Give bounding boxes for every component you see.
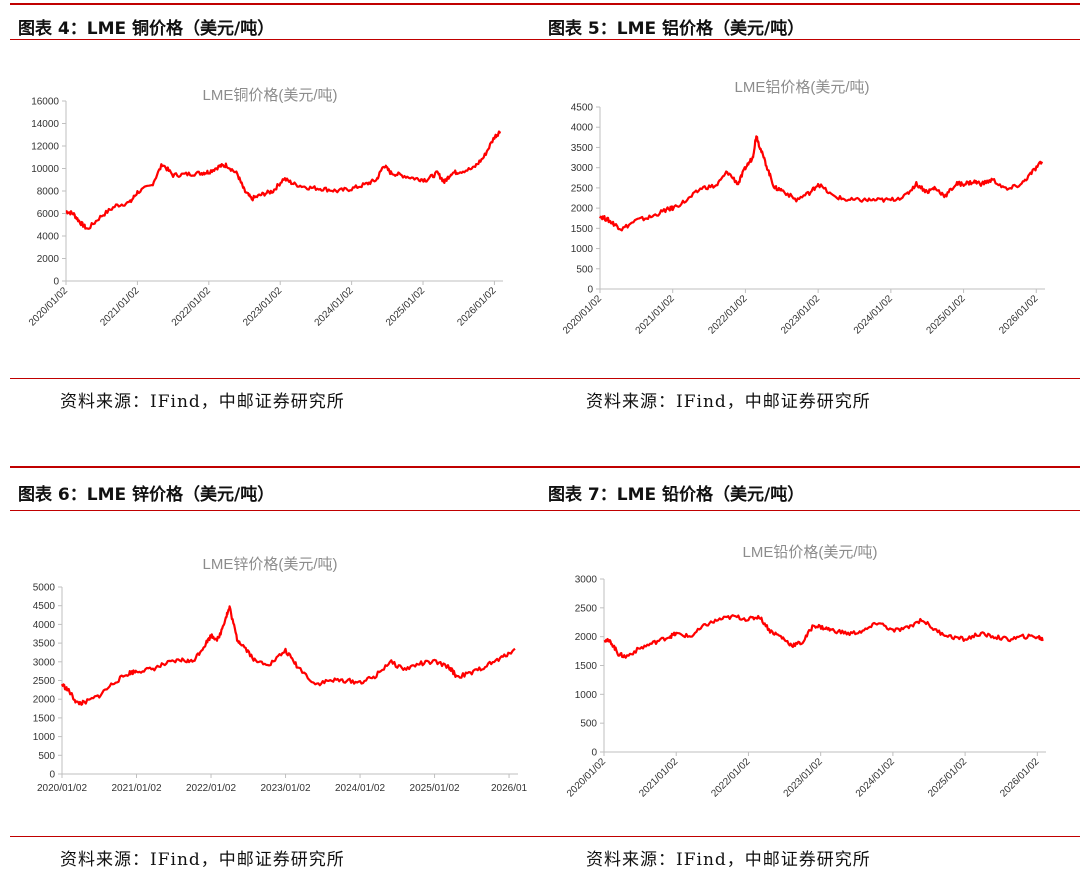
x-tick-label: 2024/01/02 (335, 783, 385, 794)
y-tick-label: 2000 (575, 632, 598, 643)
x-tick-label: 2025/01/02 (926, 756, 969, 799)
x-tick-label: 2020/01/02 (561, 293, 604, 336)
price-series-line (599, 135, 1044, 232)
x-tick-label: 2025/01/02 (384, 285, 427, 328)
chart-title: LME铝价格(美元/吨) (734, 79, 869, 96)
figure-5-caption: 图表 5：LME 铝价格（美元/吨） (548, 19, 805, 39)
x-tick-label: 2025/01/02 (925, 293, 968, 336)
source-divider-top (10, 378, 1080, 379)
figure-7-source: 资料来源：IFind，中邮证券研究所 (586, 850, 871, 870)
copper-price-chart: LME铜价格(美元/吨) 0 2000 4000 6000 8000 10000 12000 1… (27, 87, 503, 329)
y-tick-label: 5000 (33, 583, 56, 594)
y-tick-label: 1500 (575, 661, 598, 672)
price-series-line (65, 130, 502, 230)
caption-underline-bottom (10, 510, 1080, 511)
y-tick-label: 2000 (33, 695, 56, 706)
y-tick-label: 500 (38, 751, 55, 762)
y-tick-label: 14000 (31, 119, 59, 130)
x-tick-label: 2021/01/02 (111, 783, 161, 794)
x-tick-label: 2022/01/02 (709, 756, 752, 799)
y-tick-label: 3500 (33, 639, 56, 650)
y-tick-label: 4500 (571, 103, 594, 114)
y-tick-label: 3000 (575, 575, 598, 586)
y-tick-label: 0 (587, 285, 593, 296)
x-tick-label: 2026/01 (491, 783, 528, 794)
price-series-line (60, 605, 516, 706)
price-series-line (603, 614, 1044, 659)
x-tick-label: 2023/01/02 (241, 285, 284, 328)
figure-7-caption: 图表 7：LME 铅价格（美元/吨） (548, 485, 805, 505)
x-tick-label: 2021/01/02 (98, 285, 141, 328)
x-tick-label: 2023/01/02 (779, 293, 822, 336)
y-tick-label: 6000 (37, 209, 60, 220)
y-tick-label: 4000 (37, 232, 60, 243)
chart-title: LME铅价格(美元/吨) (742, 544, 877, 561)
middle-rule (10, 466, 1080, 468)
y-tick-label: 8000 (37, 187, 60, 198)
chart-title: LME铜价格(美元/吨) (202, 87, 337, 104)
y-tick-label: 3000 (33, 657, 56, 668)
x-tick-label: 2024/01/02 (854, 756, 897, 799)
y-tick-label: 500 (576, 264, 593, 275)
figure-5-source: 资料来源：IFind，中邮证券研究所 (586, 392, 871, 412)
figure-4-caption: 图表 4：LME 铜价格（美元/吨） (18, 19, 275, 39)
y-tick-label: 1500 (571, 224, 594, 235)
x-tick-label: 2026/01/02 (997, 293, 1040, 336)
y-tick-label: 1500 (33, 713, 56, 724)
y-tick-label: 0 (53, 277, 59, 288)
y-tick-label: 2500 (33, 676, 56, 687)
x-tick-label: 2022/01/02 (706, 293, 749, 336)
x-tick-label: 2024/01/02 (313, 285, 356, 328)
x-tick-label: 2020/01/02 (565, 756, 608, 799)
y-tick-label: 2500 (571, 183, 594, 194)
y-tick-label: 4000 (33, 620, 56, 631)
x-tick-label: 2020/01/02 (37, 783, 87, 794)
y-tick-label: 500 (580, 719, 597, 730)
x-tick-label: 2021/01/02 (634, 293, 677, 336)
x-tick-label: 2020/01/02 (27, 285, 70, 328)
x-tick-label: 2022/01/02 (170, 285, 213, 328)
x-tick-label: 2021/01/02 (637, 756, 680, 799)
y-tick-label: 1000 (571, 244, 594, 255)
y-tick-label: 4500 (33, 601, 56, 612)
y-tick-label: 0 (49, 770, 55, 781)
y-tick-label: 2000 (37, 254, 60, 265)
y-tick-label: 2000 (571, 204, 594, 215)
x-tick-label: 2023/01/02 (782, 756, 825, 799)
y-tick-label: 3000 (571, 163, 594, 174)
y-tick-label: 10000 (31, 164, 59, 175)
y-tick-label: 3500 (571, 143, 594, 154)
x-tick-label: 2026/01/02 (998, 756, 1041, 799)
x-tick-label: 2024/01/02 (852, 293, 895, 336)
y-tick-label: 4000 (571, 123, 594, 134)
figure-6-source: 资料来源：IFind，中邮证券研究所 (60, 850, 345, 870)
caption-underline-top (10, 39, 1080, 40)
y-tick-label: 12000 (31, 142, 59, 153)
aluminum-price-chart: LME铝价格(美元/吨) 0 500 1000 1500 2000 2500 3000 3500… (561, 79, 1045, 337)
x-tick-label: 2023/01/02 (260, 783, 310, 794)
y-tick-label: 0 (591, 748, 597, 759)
y-tick-label: 2500 (575, 603, 598, 614)
y-tick-label: 1000 (575, 690, 598, 701)
top-rule (10, 3, 1080, 5)
zinc-price-chart: LME锌价格(美元/吨) 0 500 1000 1500 2000 2500 3000 3500… (33, 556, 528, 794)
source-divider-bottom (10, 836, 1080, 837)
figure-6-caption: 图表 6：LME 锌价格（美元/吨） (18, 485, 275, 505)
lead-price-chart: LME铅价格(美元/吨) 0 500 1000 1500 2000 2500 3000 2020… (565, 544, 1046, 800)
x-tick-label: 2022/01/02 (186, 783, 236, 794)
x-tick-label: 2025/01/02 (410, 783, 460, 794)
x-tick-label: 2026/01/02 (455, 285, 498, 328)
y-tick-label: 16000 (31, 97, 59, 108)
chart-title: LME锌价格(美元/吨) (202, 556, 337, 573)
figure-4-source: 资料来源：IFind，中邮证券研究所 (60, 392, 345, 412)
y-tick-label: 1000 (33, 732, 56, 743)
